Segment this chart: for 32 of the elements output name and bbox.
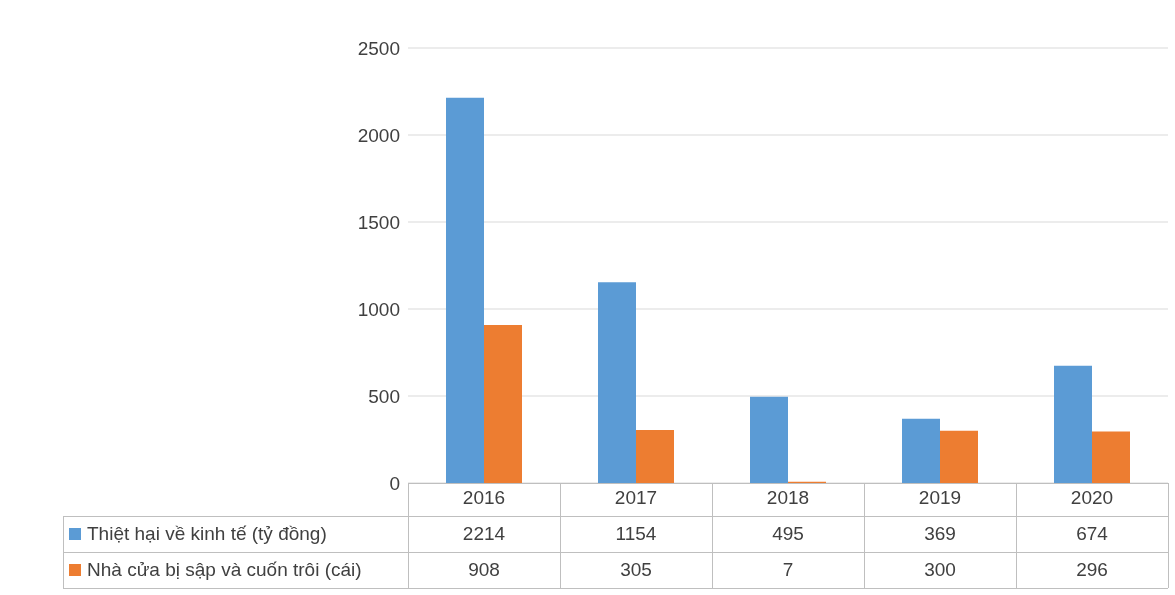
y-tick-label: 1000: [357, 298, 400, 320]
y-tick-label: 0: [389, 472, 400, 494]
legend-label: Thiệt hại về kinh tế (tỷ đồng): [87, 523, 327, 545]
bar: [1092, 431, 1130, 483]
data-label: 369: [923, 522, 957, 546]
bar: [940, 430, 978, 483]
data-label: 674: [1075, 522, 1109, 546]
y-tick-label: 1500: [357, 211, 400, 233]
y-tick-label: 2500: [357, 37, 400, 59]
x-tick-label: 2019: [918, 487, 962, 509]
data-label: 300: [923, 558, 957, 582]
y-tick-label: 500: [368, 385, 400, 407]
data-label: 7: [781, 558, 795, 582]
bar: [484, 325, 522, 483]
bar: [636, 429, 674, 483]
data-label: 296: [1075, 558, 1109, 582]
bar: [750, 396, 788, 483]
bar: [446, 97, 484, 483]
x-tick-label: 2016: [462, 487, 506, 509]
y-tick-label: 2000: [357, 124, 400, 146]
legend-label: Nhà cửa bị sập và cuốn trôi (cái): [87, 559, 362, 581]
bar: [598, 282, 636, 483]
bar: [902, 418, 940, 483]
x-tick-label: 2020: [1070, 487, 1114, 509]
data-label: 2214: [461, 522, 507, 546]
x-tick-label: 2018: [766, 487, 810, 509]
data-label: 495: [771, 522, 805, 546]
data-label: 305: [619, 558, 653, 582]
data-label: 1154: [614, 522, 658, 546]
data-label: 908: [467, 558, 501, 582]
x-tick-label: 2017: [614, 487, 658, 509]
bar: [1054, 365, 1092, 483]
